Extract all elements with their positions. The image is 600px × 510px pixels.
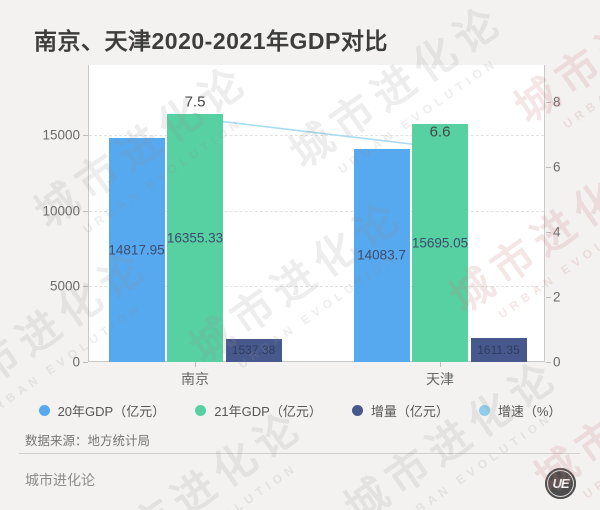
legend-item-growth: 增速（%） xyxy=(478,401,562,420)
gdp2020-value-label-tianjin: 14083.7 xyxy=(357,247,406,263)
legend-label-gdp2020: 20年GDP（亿元） xyxy=(57,404,166,419)
y-axis-right-label-8: 8 xyxy=(553,94,561,110)
gridline-15000 xyxy=(89,135,544,136)
legend-item-gdp2020: 20年GDP（亿元） xyxy=(38,401,166,420)
y-axis-left-label-10000: 10000 xyxy=(42,203,80,219)
y-axis-right-tick-2 xyxy=(546,297,551,298)
watermark-text-cn: 城市进化论 xyxy=(336,349,569,510)
y-axis-right-label-0: 0 xyxy=(553,354,561,370)
y-axis-right-tick-4 xyxy=(546,232,551,233)
watermark-tile-7: 城市进化论 URBAN EVOLUTION xyxy=(331,342,580,510)
footer-brand: 城市进化论 xyxy=(25,472,95,488)
legend-item-gdp2021: 21年GDP（亿元） xyxy=(195,401,322,420)
chart-legend: 20年GDP（亿元） 21年GDP（亿元） 增量（亿元） 增速（%） xyxy=(0,401,600,420)
x-axis-tick-tianjin xyxy=(440,362,441,367)
y-axis-left-label-0: 0 xyxy=(72,354,80,370)
legend-label-increment: 增量（亿元） xyxy=(370,404,449,419)
growth-value-label-tianjin: 6.6 xyxy=(429,123,451,140)
y-axis-right-tick-8 xyxy=(546,102,551,103)
footer-divider xyxy=(19,453,580,454)
y-axis-right-label-2: 2 xyxy=(553,289,561,305)
gdp2021-value-label-tianjin: 15695.05 xyxy=(411,235,469,251)
gdp2020-value-label-nanjing: 14817.95 xyxy=(108,242,165,258)
increment-value-label-tianjin: 1611.35 xyxy=(477,342,520,357)
legend-item-increment: 增量（亿元） xyxy=(351,401,449,420)
y-axis-right-tick-6 xyxy=(546,167,551,168)
gdp2021-value-label-nanjing: 16355.33 xyxy=(166,230,224,246)
legend-dot-gdp2021-icon xyxy=(195,405,207,416)
y-axis-right-label-6: 6 xyxy=(553,159,561,175)
y-axis-left-tick-0 xyxy=(83,362,88,363)
gdp2021-bar-tianjin xyxy=(412,124,468,362)
data-source-note: 数据来源：地方统计局 xyxy=(25,434,151,448)
brand-logo: UE xyxy=(545,468,576,499)
gridline-10000 xyxy=(89,210,544,212)
y-axis-right-tick-0 xyxy=(546,362,551,363)
increment-value-label-nanjing: 1537.38 xyxy=(231,343,276,358)
y-axis-left-tick-15000 xyxy=(83,135,88,136)
x-axis-label-nanjing: 南京 xyxy=(181,371,209,387)
chart-title: 南京、天津2020-2021年GDP对比 xyxy=(34,28,388,54)
y-axis-left-label-15000: 15000 xyxy=(42,127,80,143)
watermark-text-en: URBAN EVOLUTION xyxy=(560,10,600,132)
increment-bar-tianjin xyxy=(470,337,527,362)
growth-value-label-nanjing: 7.5 xyxy=(184,93,206,111)
gridline-5000 xyxy=(89,286,544,288)
legend-label-gdp2021: 21年GDP（亿元） xyxy=(214,404,322,419)
y-axis-left-label-5000: 5000 xyxy=(49,278,80,294)
legend-dot-gdp2020-icon xyxy=(38,405,50,416)
x-axis-tick-nanjing xyxy=(195,362,196,367)
gdp2021-bar-nanjing xyxy=(167,114,223,362)
gdp2020-bar-tianjin xyxy=(353,148,410,362)
legend-label-growth: 增速（%） xyxy=(497,404,562,419)
y-axis-left-tick-5000 xyxy=(83,286,88,288)
x-axis-label-tianjin: 天津 xyxy=(426,371,454,387)
gdp2020-bar-nanjing xyxy=(108,137,165,362)
y-axis-right-label-4: 4 xyxy=(553,224,561,240)
legend-dot-growth-icon xyxy=(478,405,490,416)
increment-bar-nanjing xyxy=(225,338,282,362)
legend-dot-increment-icon xyxy=(351,405,363,416)
y-axis-left-tick-10000 xyxy=(83,210,88,212)
